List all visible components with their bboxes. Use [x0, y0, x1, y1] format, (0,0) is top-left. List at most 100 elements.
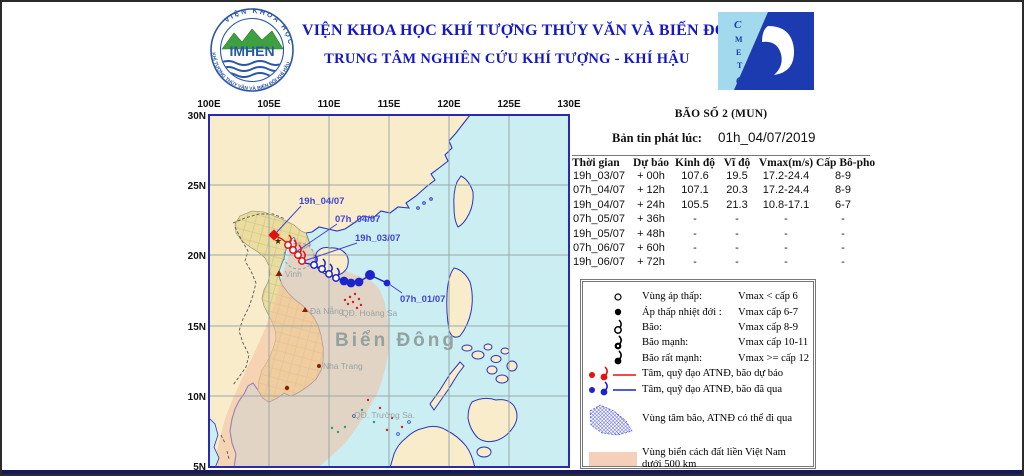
cmetc-logo: C M E T C: [718, 12, 814, 90]
coastal-500km-zone: [214, 238, 390, 467]
forecast-panel: BÃO SỐ 2 (MUN) Bản tin phát lúc: 01h_04/…: [572, 108, 876, 270]
open-circle-icon: [614, 293, 622, 301]
filled-circle-icon: [614, 308, 622, 316]
svg-text:130E: 130E: [557, 99, 581, 110]
legend-item-forecast-track: Tâm, quỹ đạo ATNĐ, bão dự báo: [586, 366, 809, 381]
forecast-row: 19h_05/07 + 48h - - - -: [573, 227, 845, 240]
bottom-border-bar: [2, 470, 1022, 474]
place-labels: Vinh Đà Nẵng QĐ. Hoàng Sa Nha Trang QĐ. …: [285, 269, 415, 420]
svg-text:115E: 115E: [378, 99, 401, 110]
svg-text:25N: 25N: [188, 181, 206, 192]
potential-area-swatch: [589, 404, 633, 436]
forecast-table: Thời gian Dự báo Kinh độ Vĩ độ Vmax(m/s)…: [572, 155, 876, 270]
svg-text:E: E: [736, 48, 741, 57]
svg-text:M: M: [735, 35, 743, 44]
imhen-logo-acronym: IMHEN: [229, 43, 274, 59]
forecast-row: 19h_04/07 + 24h 105.5 21.3 10.8-17.1 6-7: [573, 198, 851, 211]
city-markers: ★: [274, 236, 321, 391]
storm-symbol-icon: [614, 320, 622, 335]
graticule: [209, 115, 569, 467]
legend-item-past-track: Tâm, quỹ đạo ATNĐ, bão đã qua: [586, 381, 809, 397]
forecast-row: 07h_05/07 + 36h - - - -: [573, 213, 845, 226]
forecast-row: 07h_06/07 + 60h - - - -: [573, 242, 845, 255]
track-time-labels: 19h_04/07 07h_04/07 19h_03/07 07h_01/07: [299, 196, 445, 305]
map-frame: [208, 114, 570, 468]
svg-text:T: T: [737, 61, 743, 70]
track-past: [304, 254, 391, 288]
issued-time: 01h_04/07/2019: [717, 130, 816, 145]
longitude-ticks: 100E 105E 110E 115E 120E 125E 130E: [197, 99, 581, 110]
very-strong-storm-symbol-icon: [613, 350, 623, 366]
legend-item-depression: Vùng áp thấp: Vmax < cấp 6: [586, 289, 809, 304]
col-lead: Dự báo: [633, 157, 669, 169]
latitude-ticks: 30N 25N 20N 15N 10N 5N: [188, 111, 206, 473]
svg-text:15N: 15N: [188, 322, 206, 333]
forecast-track-icon: [589, 366, 636, 381]
nhatrang-label: Nha Trang: [323, 361, 363, 371]
mindanao-island: [467, 397, 518, 443]
track-label-19h-03-07: 19h_03/07: [355, 233, 400, 244]
track-label-07h-01-07: 07h_01/07: [400, 294, 445, 305]
hcmc-marker: [284, 385, 290, 391]
country-borders: [220, 213, 286, 460]
legend-item-coastal-zone: Vùng biển cách đất liền Việt Nam dưới 50…: [586, 442, 809, 474]
coastal-zone-swatch: [589, 451, 637, 466]
map-legend: Vùng áp thấp: Vmax < cấp 6 Áp thấp nhiệt…: [580, 279, 816, 470]
potential-area-circle: [283, 242, 315, 270]
svg-text:125E: 125E: [497, 99, 521, 110]
palawan-island: [429, 361, 465, 411]
cmetc-letters: C M E T C: [734, 19, 744, 87]
strong-storm-symbol-icon: [613, 335, 623, 351]
forecast-row: 19h_06/07 + 72h - - - -: [573, 256, 845, 269]
truongsa-label: QĐ. Trường Sa.: [354, 410, 415, 420]
legend-item-very-strong-storm: Bão rất mạnh: Vmax >= cấp 12: [586, 350, 809, 366]
luzon-island: [446, 267, 473, 338]
danang-marker: [302, 307, 308, 312]
svg-text:100E: 100E: [197, 99, 221, 110]
islands: [314, 175, 518, 467]
archipelago-specks: [330, 292, 411, 436]
track-label-19h-04-07: 19h_04/07: [299, 196, 344, 207]
issued-label: Bản tin phát lúc:: [612, 131, 702, 145]
track-label-07h-04-07: 07h_04/07: [335, 214, 380, 225]
org-name: VIỆN KHOA HỌC KHÍ TƯỢNG THỦY VĂN VÀ BIẾN…: [302, 22, 811, 39]
org-titles: VIỆN KHOA HỌC KHÍ TƯỢNG THỦY VĂN VÀ BIẾN…: [302, 22, 811, 68]
svg-text:C: C: [734, 19, 742, 31]
col-lat: Vĩ độ: [723, 157, 751, 169]
borneo-island: [389, 425, 476, 467]
hoangsa-label: QĐ. Hoàng Sa: [342, 308, 398, 318]
svg-text:110E: 110E: [318, 99, 341, 110]
svg-text:10N: 10N: [188, 392, 206, 403]
center-name: TRUNG TÂM NGHIÊN CỨU KHÍ TƯỢNG - KHÍ HẬU: [324, 51, 690, 67]
col-lon: Kinh độ: [675, 157, 715, 169]
vinh-marker: [275, 270, 283, 276]
storm-title: BÃO SỐ 2 (MUN): [674, 108, 768, 120]
vinh-label: Vinh: [285, 269, 302, 279]
past-track-icon: [589, 381, 636, 397]
nhatrang-marker: [317, 364, 321, 368]
hanoi-star-marker: ★: [274, 236, 282, 246]
svg-text:120E: 120E: [437, 99, 461, 110]
bulletin-issued: Bản tin phát lúc: 01h_04/07/2019: [572, 130, 870, 146]
legend-item-storm: Bão: Vmax cấp 8-9: [586, 320, 809, 335]
svg-text:105E: 105E: [257, 99, 281, 110]
storm-track-map: 19h_04/07 07h_04/07 19h_03/07 07h_01/07 …: [188, 99, 581, 473]
legend-item-strong-storm: Bão mạnh: Vmax cấp 10-11: [586, 335, 809, 351]
svg-text:20N: 20N: [188, 251, 206, 262]
col-vmax: Vmax(m/s): [758, 157, 814, 169]
taiwan-island: [453, 175, 474, 228]
gulf-sliver: [209, 417, 220, 467]
svg-text:C: C: [736, 75, 744, 87]
danang-label: Đà Nẵng: [310, 306, 344, 316]
col-beaufort: Cấp Bô-pho: [816, 157, 876, 169]
legend-item-tropical-depression: Áp thấp nhiệt đới : Vmax cấp 6-7: [586, 304, 809, 319]
svg-text:5N: 5N: [193, 462, 206, 473]
col-time: Thời gian: [572, 157, 620, 169]
track-label-leaders: [275, 205, 403, 294]
forecast-row: 19h_03/07 + 00h 107.6 19.5 17.2-24.4 8-9: [573, 170, 851, 182]
forecast-header-row: Thời gian Dự báo Kinh độ Vĩ độ Vmax(m/s)…: [572, 156, 876, 169]
legend-item-potential-area: Vùng tâm bão, ATNĐ có thể đi qua: [586, 400, 809, 438]
sea-name-label: Biển Đông: [335, 330, 457, 351]
forecast-row: 07h_04/07 + 12h 107.1 20.3 17.2-24.4 8-9: [573, 184, 851, 197]
